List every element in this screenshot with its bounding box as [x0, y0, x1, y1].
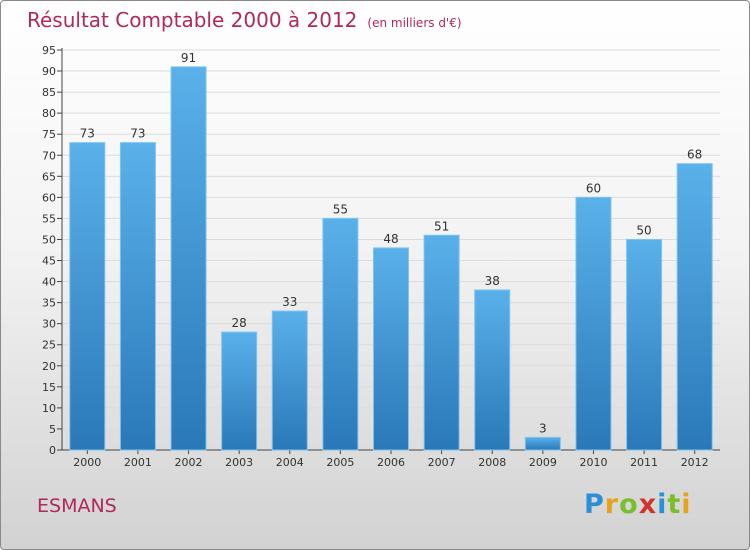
logo-letter: r	[604, 489, 620, 520]
y-tick-label: 90	[42, 65, 56, 78]
bar-value-label: 73	[130, 127, 145, 141]
bar	[474, 289, 511, 451]
bar	[221, 331, 258, 451]
chart-subtitle: (en milliers d'€)	[367, 16, 462, 30]
logo-letter: i	[681, 489, 692, 520]
bar-value-label: 73	[80, 127, 95, 141]
bar	[524, 436, 561, 451]
y-tick-label: 35	[42, 297, 56, 310]
y-tick-label: 60	[42, 191, 56, 204]
bar-value-label: 50	[636, 223, 651, 237]
bar-value-label: 48	[383, 232, 398, 246]
bar-value-label: 33	[282, 295, 297, 309]
bar-value-label: 91	[181, 51, 196, 65]
logo-letter: x	[638, 489, 658, 520]
y-tick-label: 65	[42, 170, 56, 183]
y-tick-label: 25	[42, 339, 56, 352]
logo-letter: P	[584, 489, 605, 520]
bar	[575, 196, 612, 451]
chart-title: Résultat Comptable 2000 à 2012	[27, 8, 358, 32]
x-tick-label: 2011	[630, 456, 658, 469]
y-tick-label: 20	[42, 360, 56, 373]
y-tick-label: 0	[49, 444, 56, 457]
y-tick-label: 80	[42, 107, 56, 120]
proxiti-logo: Proxiti	[584, 489, 692, 520]
y-tick-label: 15	[42, 381, 56, 394]
place-name: ESMANS	[37, 495, 117, 517]
bar	[170, 66, 207, 451]
logo-letter: o	[619, 489, 639, 520]
y-tick-label: 30	[42, 318, 56, 331]
bar	[423, 234, 460, 451]
x-tick-label: 2010	[579, 456, 607, 469]
logo-letter: i	[657, 489, 668, 520]
bar	[373, 247, 409, 451]
bar	[119, 142, 156, 451]
bar-value-label: 3	[539, 421, 547, 435]
x-tick-label: 2004	[276, 456, 304, 469]
y-tick-label: 70	[42, 149, 56, 162]
x-tick-label: 2002	[175, 456, 203, 469]
bar	[322, 217, 359, 451]
y-tick-label: 50	[42, 233, 56, 246]
x-tick-label: 2005	[326, 456, 354, 469]
bar	[676, 163, 713, 451]
y-tick-label: 75	[42, 128, 56, 141]
x-tick-label: 2009	[529, 456, 557, 469]
y-tick-label: 5	[49, 423, 56, 436]
bar-value-label: 60	[586, 181, 601, 195]
x-tick-label: 2003	[225, 456, 253, 469]
x-tick-label: 2007	[428, 456, 456, 469]
y-tick-label: 95	[42, 44, 56, 57]
bar-value-label: 38	[485, 274, 500, 288]
bar	[69, 142, 106, 451]
x-tick-label: 2008	[478, 456, 506, 469]
x-tick-label: 2001	[124, 456, 152, 469]
bar	[271, 310, 308, 451]
y-tick-label: 40	[42, 276, 56, 289]
bars: 73 73 91 28 33 55 48 51 38 3 60 50 68	[69, 51, 713, 451]
x-tick-label: 2012	[681, 456, 709, 469]
y-tick-label: 55	[42, 212, 56, 225]
bar-value-label: 51	[434, 219, 449, 233]
bar-value-label: 68	[687, 148, 702, 162]
x-tick-label: 2006	[377, 456, 405, 469]
bar	[626, 238, 663, 451]
y-tick-label: 85	[42, 86, 56, 99]
bar-value-label: 55	[333, 202, 348, 216]
y-tick-label: 10	[42, 402, 56, 415]
y-tick-label: 45	[42, 255, 56, 268]
bar-value-label: 28	[232, 316, 247, 330]
x-tick-label: 2000	[73, 456, 101, 469]
logo-letter: t	[667, 489, 682, 520]
chart-title-block: Résultat Comptable 2000 à 2012 (en millie…	[27, 8, 462, 32]
